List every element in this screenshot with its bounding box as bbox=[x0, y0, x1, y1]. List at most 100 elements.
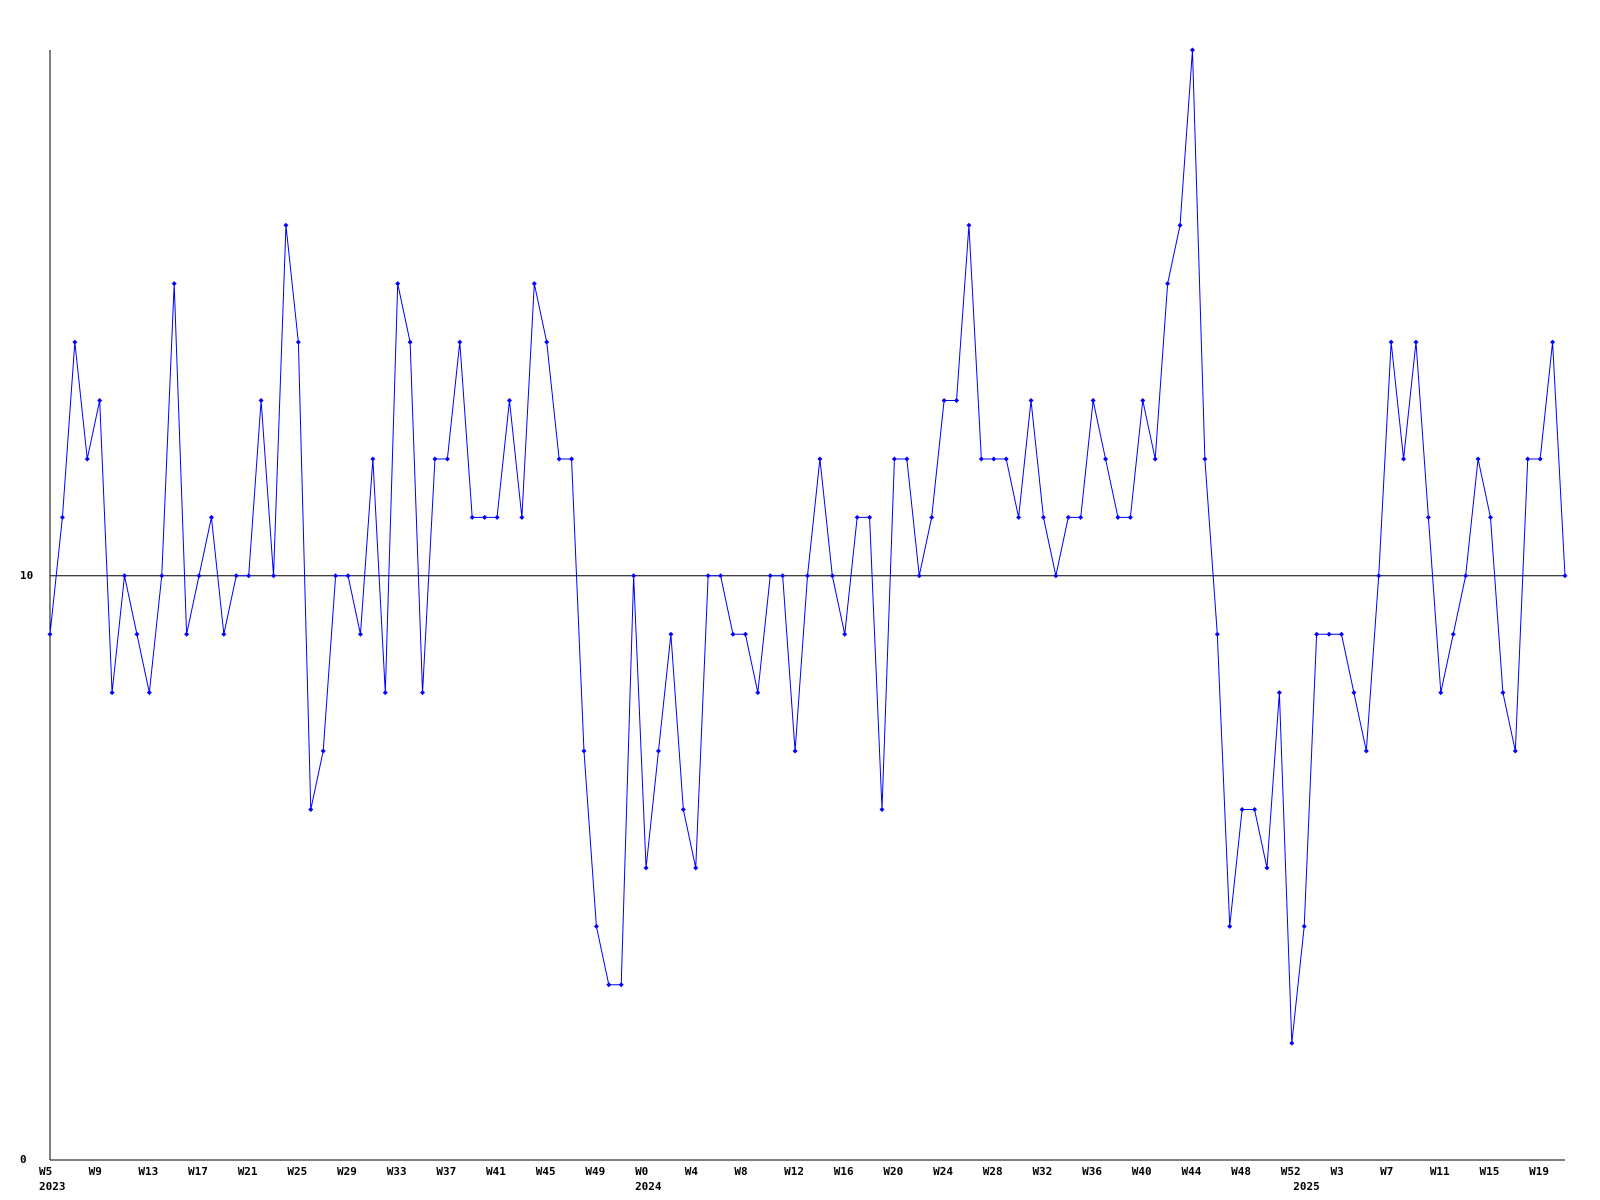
data-point bbox=[1103, 456, 1109, 462]
data-point bbox=[1363, 748, 1369, 754]
data-point bbox=[544, 339, 550, 345]
data-point bbox=[904, 456, 910, 462]
data-point bbox=[767, 573, 773, 579]
data-point bbox=[506, 398, 512, 404]
x-tick-label: W21 bbox=[238, 1165, 258, 1178]
x-tick-label: W29 bbox=[337, 1165, 357, 1178]
data-point bbox=[407, 339, 413, 345]
data-point bbox=[420, 690, 426, 696]
x-tick-label: W28 bbox=[983, 1165, 1003, 1178]
data-point bbox=[1289, 1040, 1295, 1046]
data-point bbox=[1537, 456, 1543, 462]
data-point bbox=[718, 573, 724, 579]
x-tick-label: W15 bbox=[1479, 1165, 1499, 1178]
data-point bbox=[1165, 281, 1171, 287]
x-tick-label: W37 bbox=[436, 1165, 456, 1178]
data-point bbox=[1140, 398, 1146, 404]
data-point bbox=[1351, 690, 1357, 696]
data-point bbox=[1053, 573, 1059, 579]
data-point bbox=[817, 456, 823, 462]
data-point bbox=[829, 573, 835, 579]
data-point bbox=[1463, 573, 1469, 579]
data-point bbox=[519, 514, 525, 520]
data-point bbox=[1252, 806, 1258, 812]
x-tick-label: W32 bbox=[1032, 1165, 1052, 1178]
data-point bbox=[122, 573, 128, 579]
data-point bbox=[1189, 47, 1195, 53]
data-point bbox=[581, 748, 587, 754]
data-point bbox=[1401, 456, 1407, 462]
data-point bbox=[1438, 690, 1444, 696]
x-year-label: 2023 bbox=[39, 1180, 66, 1193]
data-point bbox=[1475, 456, 1481, 462]
data-point bbox=[1450, 631, 1456, 637]
x-year-label: 2025 bbox=[1293, 1180, 1320, 1193]
data-point bbox=[47, 631, 53, 637]
x-year-label: 2024 bbox=[635, 1180, 662, 1193]
data-point bbox=[233, 573, 239, 579]
data-point bbox=[283, 222, 289, 228]
data-point bbox=[1276, 690, 1282, 696]
data-point bbox=[929, 514, 935, 520]
data-point bbox=[693, 865, 699, 871]
x-tick-label: W4 bbox=[685, 1165, 699, 1178]
data-point bbox=[854, 514, 860, 520]
x-tick-label: W12 bbox=[784, 1165, 804, 1178]
data-point bbox=[1239, 806, 1245, 812]
data-point bbox=[705, 573, 711, 579]
data-point bbox=[1078, 514, 1084, 520]
data-point bbox=[1065, 514, 1071, 520]
data-point bbox=[1115, 514, 1121, 520]
x-tick-label: W8 bbox=[734, 1165, 747, 1178]
data-point bbox=[97, 398, 103, 404]
data-point bbox=[1425, 514, 1431, 520]
x-tick-label: W24 bbox=[933, 1165, 953, 1178]
data-point bbox=[246, 573, 252, 579]
x-tick-label: W19 bbox=[1529, 1165, 1549, 1178]
data-point bbox=[780, 573, 786, 579]
x-tick-label: W17 bbox=[188, 1165, 208, 1178]
data-point bbox=[755, 690, 761, 696]
data-point bbox=[631, 573, 637, 579]
data-point bbox=[482, 514, 488, 520]
data-point bbox=[308, 806, 314, 812]
data-point bbox=[444, 456, 450, 462]
data-point bbox=[1562, 573, 1568, 579]
data-point bbox=[159, 573, 165, 579]
x-tick-label: W52 bbox=[1281, 1165, 1301, 1178]
data-point bbox=[978, 456, 984, 462]
data-point bbox=[1338, 631, 1344, 637]
data-point bbox=[134, 631, 140, 637]
data-point bbox=[1413, 339, 1419, 345]
data-point bbox=[1016, 514, 1022, 520]
data-point bbox=[84, 456, 90, 462]
data-point bbox=[730, 631, 736, 637]
data-point bbox=[668, 631, 674, 637]
data-point bbox=[1512, 748, 1518, 754]
data-point bbox=[1127, 514, 1133, 520]
data-point bbox=[146, 690, 152, 696]
data-point bbox=[941, 398, 947, 404]
data-point bbox=[1264, 865, 1270, 871]
data-point bbox=[556, 456, 562, 462]
data-point bbox=[395, 281, 401, 287]
data-point bbox=[432, 456, 438, 462]
data-point bbox=[494, 514, 500, 520]
data-point bbox=[966, 222, 972, 228]
x-tick-label: W13 bbox=[138, 1165, 158, 1178]
data-point bbox=[1003, 456, 1009, 462]
data-point bbox=[680, 806, 686, 812]
data-point bbox=[1487, 514, 1493, 520]
data-point bbox=[345, 573, 351, 579]
data-point bbox=[72, 339, 78, 345]
data-point bbox=[295, 339, 301, 345]
data-point bbox=[196, 573, 202, 579]
data-point bbox=[954, 398, 960, 404]
data-point bbox=[991, 456, 997, 462]
data-point bbox=[867, 514, 873, 520]
data-point bbox=[1550, 339, 1556, 345]
data-point bbox=[655, 748, 661, 754]
data-point bbox=[457, 339, 463, 345]
x-tick-label: W0 bbox=[635, 1165, 648, 1178]
